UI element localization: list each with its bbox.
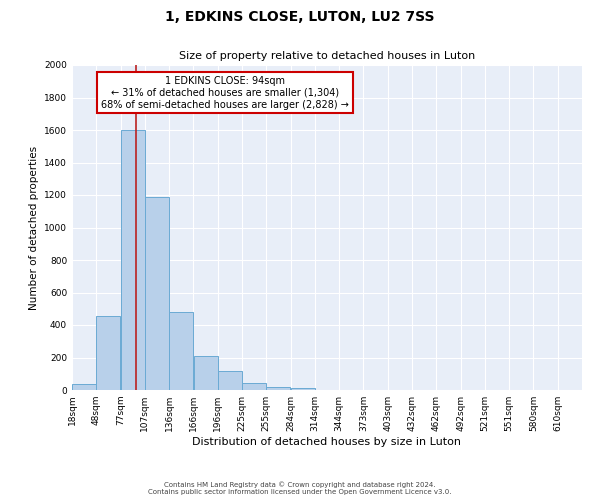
Bar <box>242 382 266 390</box>
X-axis label: Distribution of detached houses by size in Luton: Distribution of detached houses by size … <box>193 437 461 447</box>
Text: 1, EDKINS CLOSE, LUTON, LU2 7SS: 1, EDKINS CLOSE, LUTON, LU2 7SS <box>165 10 435 24</box>
Text: Contains HM Land Registry data © Crown copyright and database right 2024.: Contains HM Land Registry data © Crown c… <box>164 481 436 488</box>
Text: Contains public sector information licensed under the Open Government Licence v3: Contains public sector information licen… <box>148 489 452 495</box>
Bar <box>194 356 218 390</box>
Text: 1 EDKINS CLOSE: 94sqm
← 31% of detached houses are smaller (1,304)
68% of semi-d: 1 EDKINS CLOSE: 94sqm ← 31% of detached … <box>101 76 349 110</box>
Bar <box>169 312 193 390</box>
Bar <box>121 130 145 390</box>
Bar <box>266 387 290 390</box>
Bar <box>218 372 242 390</box>
Bar <box>97 316 121 390</box>
Bar <box>145 196 169 390</box>
Bar <box>291 388 314 390</box>
Bar <box>72 384 96 390</box>
Title: Size of property relative to detached houses in Luton: Size of property relative to detached ho… <box>179 52 475 62</box>
Y-axis label: Number of detached properties: Number of detached properties <box>29 146 38 310</box>
